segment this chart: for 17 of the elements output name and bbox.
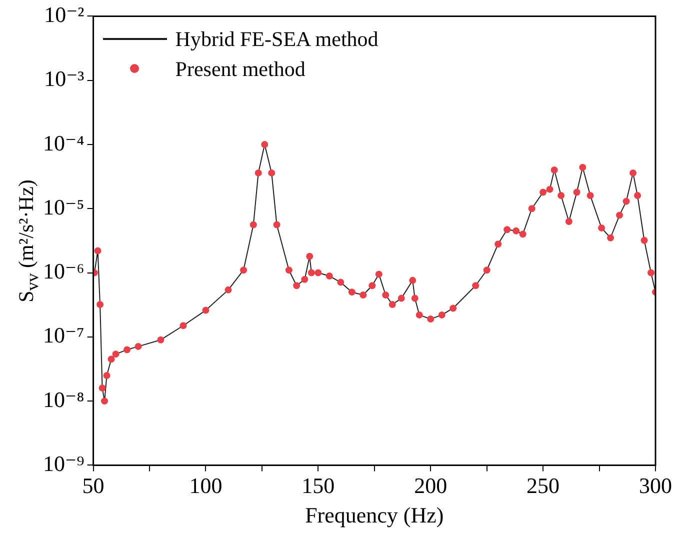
x-tick-label: 300 bbox=[639, 473, 672, 498]
y-tick-label: 10⁻⁸ bbox=[42, 386, 84, 412]
x-tick-label: 150 bbox=[302, 473, 335, 498]
x-axis-title: Frequency (Hz) bbox=[305, 502, 444, 528]
legend-label: Hybrid FE-SEA method bbox=[175, 26, 378, 54]
legend-label: Present method bbox=[175, 56, 306, 84]
y-tick-label: 10⁻⁹ bbox=[42, 450, 85, 476]
x-tick-label: 50 bbox=[82, 473, 104, 498]
y-tick-label: 10⁻⁶ bbox=[42, 258, 84, 284]
x-tick-label: 250 bbox=[526, 473, 560, 498]
y-tick-label: 10⁻⁴ bbox=[42, 130, 85, 156]
y-tick-label: 10⁻⁷ bbox=[42, 322, 84, 348]
x-tick-label: 200 bbox=[414, 473, 448, 498]
x-tick-label: 100 bbox=[189, 473, 222, 498]
y-tick-label: 10⁻³ bbox=[44, 66, 85, 92]
y-tick-label: 10⁻⁵ bbox=[42, 194, 84, 220]
y-tick-label: 10⁻² bbox=[44, 2, 85, 27]
